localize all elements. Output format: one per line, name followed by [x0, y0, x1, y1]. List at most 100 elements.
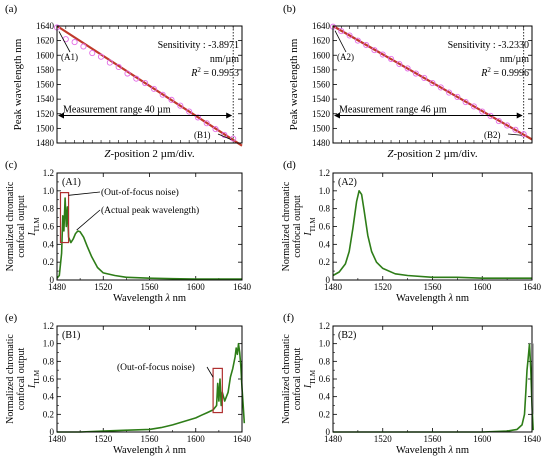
y-tick-label: 0.2	[43, 257, 54, 267]
panel-label: (e)	[5, 312, 18, 324]
y-tick-label: 1.2	[43, 321, 54, 331]
x-tick-label: 1560	[424, 282, 443, 292]
plot-frame	[56, 325, 243, 433]
x-tick-label: 1600	[473, 434, 492, 444]
start-point-arrow	[58, 31, 71, 53]
end-point-label: (B1)	[194, 130, 211, 140]
data-point	[346, 32, 353, 39]
sensitivity-unit: nm/µm	[500, 54, 529, 65]
y-axis-label-line2: confocal output	[16, 348, 27, 411]
data-point	[150, 85, 157, 92]
range-arrowhead-left	[334, 112, 340, 119]
x-tick-label: 1560	[141, 282, 160, 292]
fit-line	[332, 25, 533, 141]
x-tick-label: 1600	[187, 434, 206, 444]
y-tick-label: 0.6	[43, 374, 55, 384]
data-point	[495, 118, 502, 125]
y-tick-label: 1.0	[43, 339, 55, 349]
y-tick-label: 1560	[36, 80, 55, 90]
panel-d: (d) 0 0.2 0.4 0.6 0.8 1.0 1.2 1480 1520 1560 1600 16…	[281, 159, 542, 304]
inner-label: (B2)	[338, 330, 356, 341]
annotation-noise: (Out-of-focus noise)	[101, 187, 179, 198]
x-tick-label: 1640	[233, 434, 252, 444]
data-point	[371, 47, 378, 54]
panel-a: (a) 1640 1620 1600 1580 1560 1540 1520 1500 1480 M…	[5, 3, 243, 160]
data-point	[221, 131, 228, 139]
x-tick-label: 1480	[48, 282, 67, 292]
y-tick-label: 1640	[312, 21, 331, 31]
y-tick-label: 1620	[36, 36, 55, 46]
plot-frame	[56, 25, 243, 144]
x-axis-label: Wavelength λ nm	[396, 293, 469, 304]
y-tick-label: 0.4	[43, 392, 55, 402]
y-tick-label: 0.4	[43, 239, 55, 249]
data-point	[142, 79, 149, 87]
y-tick-label: 0.2	[43, 409, 54, 419]
x-tick-label: 1560	[424, 434, 443, 444]
range-label: Measurement range 40 µm	[63, 105, 171, 116]
y-tick-label: 0	[50, 275, 55, 285]
data-point	[396, 60, 403, 68]
r-squared: R2 = 0.9996	[480, 66, 529, 79]
annotation-noise: (Out-of-focus noise)	[117, 362, 195, 373]
x-tick-label: 1640	[233, 282, 252, 292]
y-axis-label-line2: confocal output	[292, 195, 303, 258]
data-point	[479, 108, 486, 115]
y-tick-label: 0.8	[319, 356, 331, 366]
annotation-peak-arrow	[76, 209, 101, 231]
y-tick-label: 1480	[312, 138, 331, 148]
panel-label: (d)	[283, 159, 296, 171]
data-point	[194, 114, 202, 121]
data-point	[446, 89, 453, 96]
panel-f: (f) 0 0.2 0.4 0.6 0.8 1.0 1.2 1480 1520 1560 1600 16…	[281, 312, 542, 456]
panel-label: (c)	[5, 159, 18, 171]
spectrum-line	[332, 190, 532, 280]
x-axis-label: Z-position 2 µm/div.	[387, 148, 478, 160]
panel-label: (a)	[5, 3, 18, 15]
panel-label: (b)	[283, 3, 296, 15]
end-point-arrow	[217, 133, 232, 140]
x-tick-label: 1520	[374, 282, 393, 292]
noise-box	[212, 367, 223, 414]
panel-b: (b) 1640 1620 1600 1580 1560 1540 1520 1500 1480 M…	[283, 3, 533, 160]
y-tick-label: 0.4	[319, 239, 331, 249]
y-tick-label: 0.4	[319, 392, 331, 402]
y-tick-label: 0.8	[43, 356, 55, 366]
data-point	[124, 70, 131, 77]
y-tick-label: 1.0	[319, 186, 331, 196]
data-point	[429, 79, 436, 87]
data-point	[89, 50, 96, 57]
panel-c: (c) 0 0.2 0.4 0.6 0.8 1.0 1.2 1480 1520 1560 1600 16…	[5, 159, 252, 304]
data-point	[454, 93, 461, 100]
end-point-label: (B2)	[484, 130, 501, 140]
y-tick-label: 1640	[36, 21, 55, 31]
range-label: Measurement range 46 µm	[339, 105, 447, 116]
data-point	[115, 63, 122, 70]
data-point	[71, 39, 78, 46]
data-point	[212, 126, 219, 133]
y-tick-label: 1.0	[43, 186, 55, 196]
y-axis-symbol: ITLM	[27, 369, 41, 389]
data-point	[230, 135, 237, 142]
start-point-label: (A1)	[61, 52, 78, 62]
y-tick-label: 0	[326, 427, 331, 437]
sensitivity-label: Sensitivity : -3.8971	[158, 40, 239, 51]
x-tick-label: 1640	[523, 434, 542, 444]
start-point-label: (A2)	[337, 52, 354, 62]
y-axis-label-line1: Normalized chromatic	[5, 334, 16, 424]
y-tick-label: 1.2	[319, 321, 330, 331]
spectrum-line	[333, 342, 534, 433]
data-point	[504, 122, 511, 129]
data-point	[363, 41, 370, 49]
y-tick-label: 1580	[36, 65, 55, 75]
spectrum-line	[57, 342, 246, 433]
data-point	[412, 70, 419, 77]
x-tick-label: 1520	[374, 434, 393, 444]
data-point	[470, 103, 478, 110]
y-axis-label-line2: confocal output	[292, 348, 303, 411]
data-point	[520, 131, 527, 138]
y-tick-label: 1540	[36, 94, 55, 104]
y-tick-label: 1520	[36, 109, 55, 119]
data-point	[421, 74, 428, 81]
